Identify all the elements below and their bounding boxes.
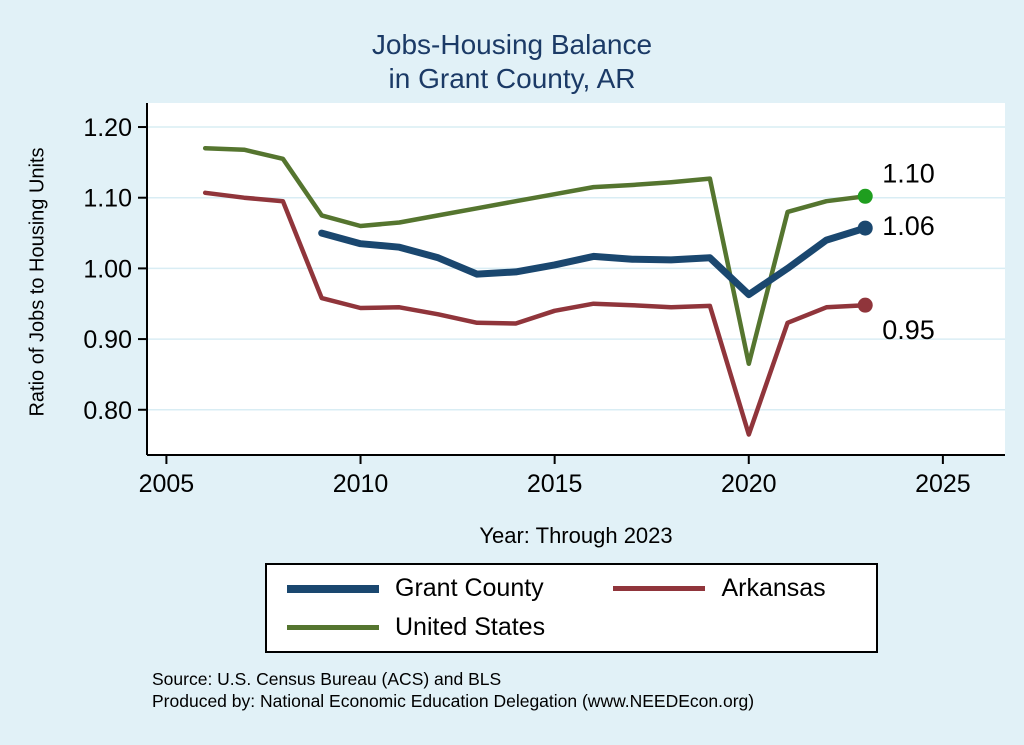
- grant-county-line-swatch: [287, 584, 379, 593]
- series-line-arkansas: [202, 190, 868, 437]
- footer-notes: Source: U.S. Census Bureau (ACS) and BLS…: [152, 668, 754, 712]
- source-note: Source: U.S. Census Bureau (ACS) and BLS: [152, 669, 502, 689]
- y-tick-label: 1.00: [83, 255, 132, 283]
- x-tick-label: 2010: [333, 470, 389, 495]
- chart-title-line1: Jobs-Housing Balance: [371, 29, 653, 60]
- end-value-label-united-states: 1.10: [882, 158, 935, 188]
- end-value-label-arkansas: 0.95: [882, 315, 935, 345]
- chart-title: Jobs-Housing Balance in Grant County, AR: [0, 28, 1024, 96]
- y-tick-label: 0.90: [83, 326, 132, 354]
- legend-label-united-states: United States: [395, 613, 546, 641]
- y-tick-label: 0.80: [83, 397, 132, 425]
- arkansas-line-swatch: [613, 586, 706, 591]
- united-states-line-swatch: [287, 625, 379, 630]
- endpoint-dot-united-states: [857, 188, 873, 204]
- endpoint-dot-grant-county: [857, 220, 873, 236]
- legend-item-arkansas: Arkansas: [613, 574, 870, 603]
- y-tick-label: 1.20: [83, 114, 132, 142]
- x-axis-label: Year: Through 2023: [479, 523, 673, 548]
- legend-item-grant-county: Grant County: [287, 574, 613, 603]
- legend: Grant County Arkansas United States: [265, 563, 878, 653]
- legend-item-united-states: United States: [287, 613, 613, 642]
- x-tick-label: 2015: [527, 470, 583, 495]
- line-chart: 1.10 0.95 1.06 0.80 0.90 1.00 1.10 1.20 2005 2010…: [83, 103, 1005, 495]
- series-line-grant-county: [318, 224, 869, 299]
- end-value-label-grant-county: 1.06: [882, 211, 935, 241]
- y-tick-label: 1.10: [83, 185, 132, 213]
- producer-note: Produced by: National Economic Education…: [152, 691, 755, 711]
- endpoint-dot-arkansas: [857, 297, 873, 313]
- legend-label-arkansas: Arkansas: [721, 574, 826, 602]
- chart-title-line2: in Grant County, AR: [388, 63, 636, 94]
- x-tick-label: 2005: [139, 470, 195, 495]
- x-tick-label: 2025: [915, 470, 971, 495]
- legend-label-grant-county: Grant County: [395, 574, 544, 602]
- series-line-united-states: [202, 145, 868, 367]
- x-tick-label: 2020: [721, 470, 777, 495]
- plot-area: [147, 103, 1005, 455]
